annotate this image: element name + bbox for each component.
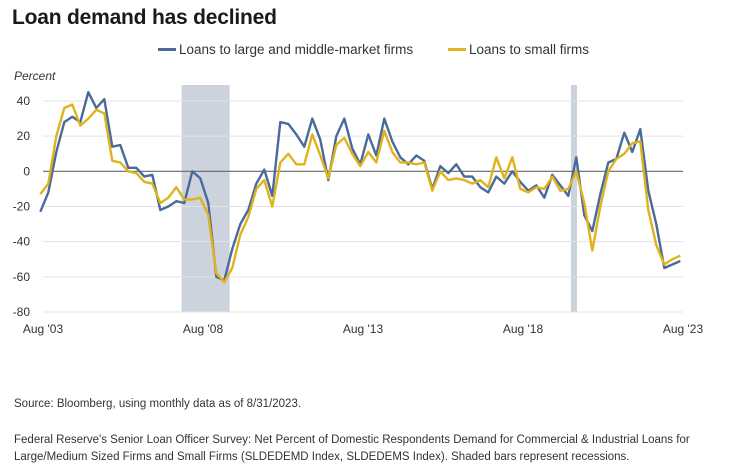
source-note: Source: Bloomberg, using monthly data as…: [14, 398, 302, 410]
legend-swatch-small-firms: [448, 48, 466, 51]
series-line-large-firms: [39, 91, 681, 282]
x-tick-label: Aug '13: [343, 322, 384, 336]
legend-item-large-firms: Loans to large and middle-market firms: [158, 42, 413, 57]
legend: Loans to large and middle-market firms L…: [0, 42, 736, 62]
chart-title: Loan demand has declined: [12, 6, 277, 29]
legend-label-small-firms: Loans to small firms: [469, 42, 590, 57]
legend-label-large-firms: Loans to large and middle-market firms: [179, 42, 414, 57]
legend-item-small-firms: Loans to small firms: [448, 42, 589, 57]
y-tick-label: 0: [23, 164, 30, 178]
y-tick-label: -20: [13, 200, 31, 214]
y-tick-label: 40: [17, 94, 31, 108]
legend-swatch-large-firms: [158, 48, 176, 51]
footnote: Federal Reserve's Senior Loan Officer Su…: [14, 434, 690, 463]
x-tick-label: Aug '18: [503, 322, 544, 336]
x-tick-label: Aug '23: [663, 322, 704, 336]
y-tick-label: -60: [13, 270, 31, 284]
y-tick-label: -80: [13, 305, 31, 319]
x-tick-label: Aug '08: [183, 322, 224, 336]
y-tick-label: -40: [13, 235, 31, 249]
series-line-small-firms: [39, 103, 681, 284]
y-axis-label: Percent: [14, 69, 56, 83]
y-tick-label: 20: [17, 129, 31, 143]
x-tick-label: Aug '03: [23, 322, 64, 336]
recession-band-2: [571, 85, 577, 312]
